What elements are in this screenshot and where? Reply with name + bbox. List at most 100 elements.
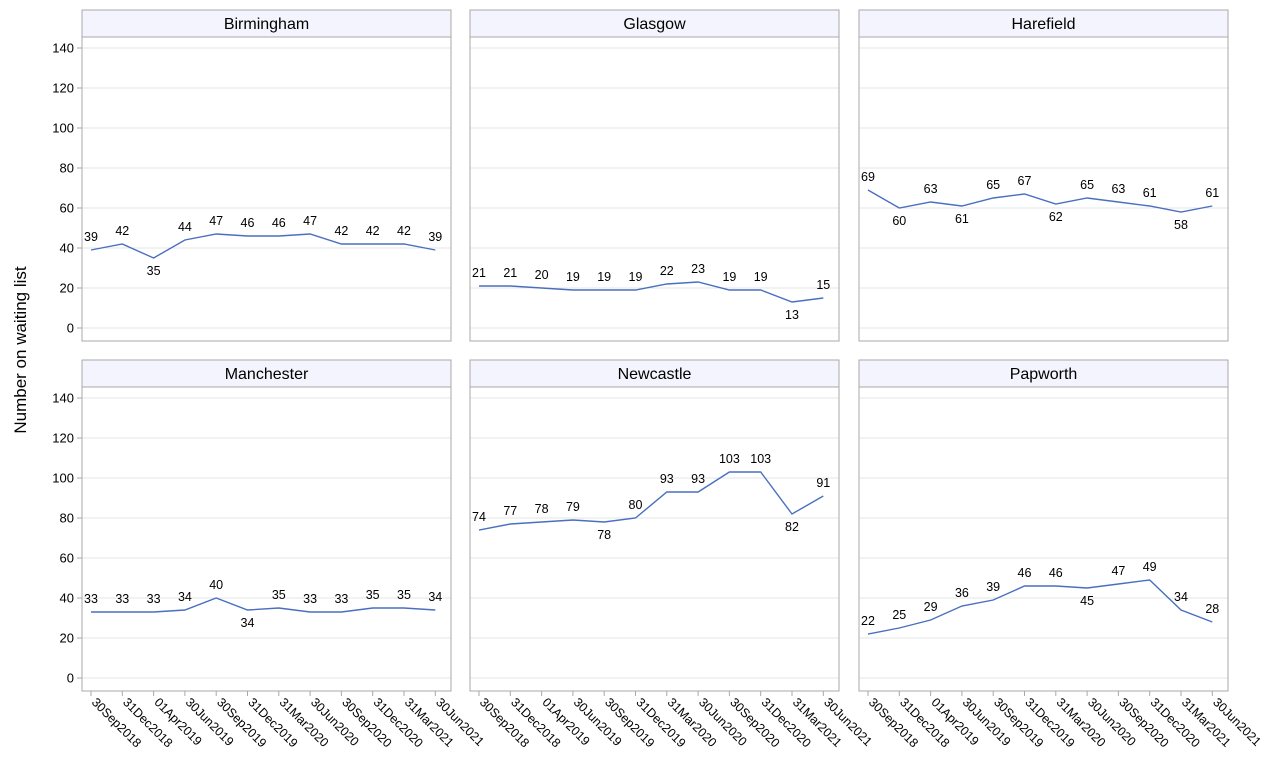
data-label: 22 [861,614,875,628]
y-tick-label: 40 [60,591,74,606]
y-tick-label: 80 [60,161,74,176]
data-label: 34 [178,590,192,604]
panel-header [469,9,840,38]
y-tick-label: 0 [67,671,74,686]
data-label: 103 [719,452,740,466]
panel-frame [858,36,1229,342]
y-tick-label: 140 [52,41,74,56]
y-tick-label: 100 [52,471,74,486]
data-label: 78 [597,528,611,542]
data-label: 49 [1143,560,1157,574]
data-label: 65 [1080,178,1094,192]
y-tick-label: 80 [60,511,74,526]
panel-header [469,359,840,388]
panel-frame [81,386,452,692]
data-label: 62 [1049,210,1063,224]
data-label: 21 [503,266,517,280]
data-label: 82 [785,520,799,534]
data-label: 69 [861,170,875,184]
data-label: 35 [366,588,380,602]
data-label: 47 [303,214,317,228]
panel-title: Glasgow [623,16,686,33]
data-label: 46 [241,216,255,230]
data-label: 74 [472,510,486,524]
y-tick-label: 20 [60,631,74,646]
data-label: 19 [597,270,611,284]
data-label: 34 [428,590,442,604]
data-label: 78 [535,502,549,516]
panel-frame [858,386,1229,692]
data-label: 23 [691,262,705,276]
data-label: 33 [334,592,348,606]
data-label: 47 [209,214,223,228]
data-label: 79 [566,500,580,514]
series-line [478,471,824,531]
data-label: 91 [816,476,830,490]
data-label: 33 [115,592,129,606]
data-label: 46 [1049,566,1063,580]
data-label: 61 [955,212,969,226]
data-label: 77 [503,504,517,518]
series-line [479,281,824,303]
panel-frame [81,36,452,342]
series-line [91,597,436,613]
data-label: 19 [722,270,736,284]
data-label: 93 [691,472,705,486]
data-label: 25 [892,608,906,622]
y-tick-label: 120 [52,81,74,96]
data-label: 42 [115,224,129,238]
panel-frame [469,36,840,342]
data-label: 34 [1174,590,1188,604]
data-label: 39 [986,580,1000,594]
data-label: 46 [272,216,286,230]
data-label: 42 [397,224,411,238]
y-tick-label: 60 [60,201,74,216]
data-label: 34 [241,616,255,630]
panel-header [81,359,452,388]
data-label: 33 [147,592,161,606]
data-label: 13 [785,308,799,322]
data-label: 35 [272,588,286,602]
data-label: 63 [1111,182,1125,196]
series-line [867,579,1213,635]
data-label: 39 [428,230,442,244]
y-tick-label: 40 [60,241,74,256]
data-label: 42 [366,224,380,238]
data-label: 29 [924,600,938,614]
y-axis-title: Number on waiting list [11,266,30,434]
y-tick-label: 0 [67,321,74,336]
data-label: 42 [334,224,348,238]
y-tick-label: 60 [60,551,74,566]
panel-title: Birmingham [224,16,309,33]
data-label: 45 [1080,594,1094,608]
panel-title: Harefield [1011,16,1075,33]
data-label: 44 [178,220,192,234]
data-label: 65 [986,178,1000,192]
data-label: 33 [303,592,317,606]
y-tick-label: 120 [52,431,74,446]
panel-header [81,9,452,38]
data-label: 19 [629,270,643,284]
panel-title: Newcastle [618,366,692,383]
data-label: 28 [1205,602,1219,616]
panel-title: Papworth [1010,366,1078,383]
y-tick-label: 140 [52,391,74,406]
data-label: 93 [660,472,674,486]
data-label: 60 [892,214,906,228]
data-label: 61 [1143,186,1157,200]
data-label: 58 [1174,218,1188,232]
data-label: 46 [1018,566,1032,580]
data-label: 67 [1018,174,1032,188]
data-label: 47 [1111,564,1125,578]
data-label: 80 [629,498,643,512]
data-label: 33 [84,592,98,606]
data-label: 36 [955,586,969,600]
data-label: 35 [147,264,161,278]
panel-title: Manchester [225,366,309,383]
panel-frame [469,386,840,692]
data-label: 15 [816,278,830,292]
data-label: 19 [754,270,768,284]
data-label: 19 [566,270,580,284]
